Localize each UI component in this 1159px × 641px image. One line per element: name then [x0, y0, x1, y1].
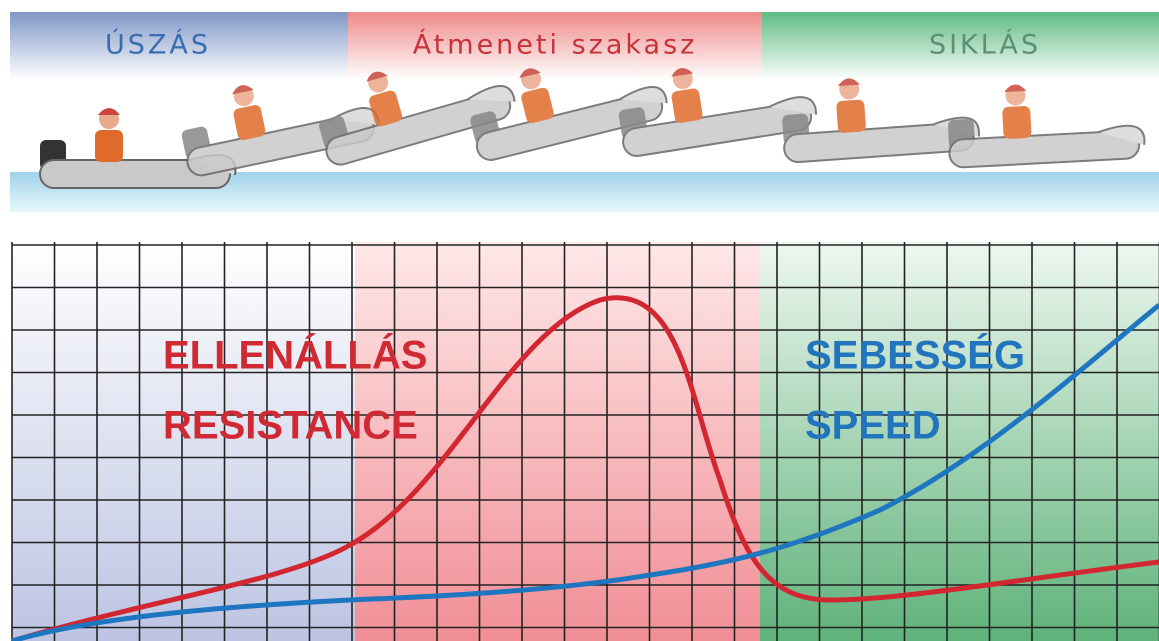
person-body — [520, 87, 555, 125]
person-cap — [98, 108, 120, 115]
person-cap — [1004, 84, 1026, 92]
person-body — [671, 88, 704, 124]
resistance-label: ELLENÁLLÁS — [163, 333, 427, 378]
section-label: SIKLÁS — [929, 29, 1041, 61]
person-body — [836, 99, 866, 133]
speed-label: SPEED — [805, 404, 941, 448]
person-body — [95, 130, 123, 162]
hull — [783, 122, 974, 163]
section-label: ÚSZÁS — [105, 29, 211, 61]
section-label: Átmeneti szakasz — [413, 29, 698, 61]
diagram: ÚSZÁS Átmeneti szakasz SIKLÁS ELLENÁLLÁS… — [0, 0, 1159, 641]
speed-label: SEBESSÉG — [805, 333, 1025, 378]
person-body — [232, 104, 266, 141]
resistance-label: RESISTANCE — [163, 404, 418, 448]
person-body — [1002, 106, 1032, 139]
